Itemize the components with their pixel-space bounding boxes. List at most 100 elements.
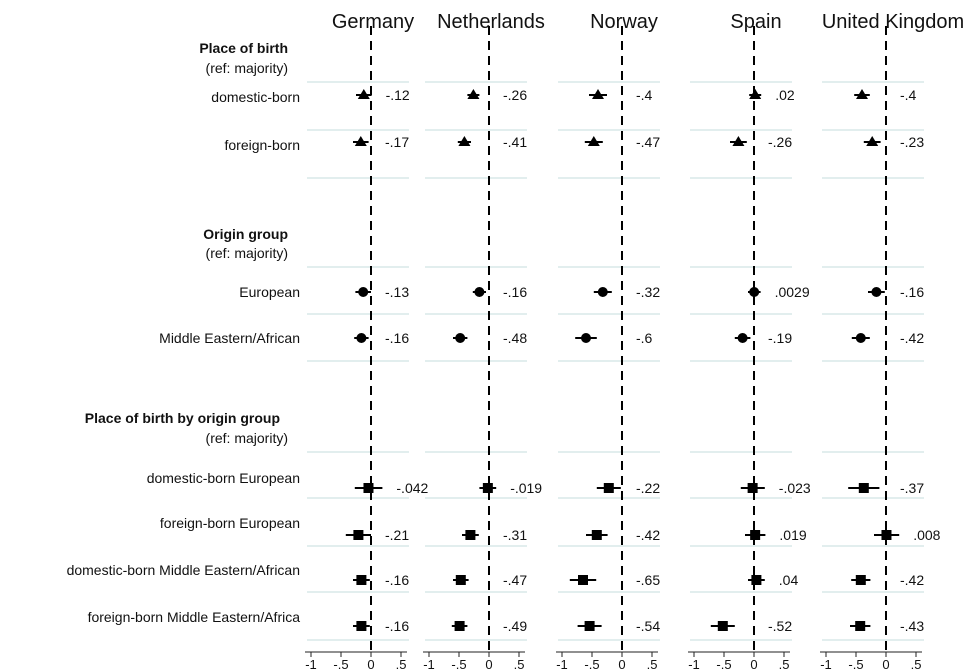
row-label: foreign-born Middle Eastern/Africa: [88, 609, 301, 625]
point-estimate-circle: [474, 287, 485, 297]
panel-title: Netherlands: [437, 11, 545, 33]
value-label: -.023: [779, 480, 811, 496]
point-estimate-circle: [597, 287, 608, 297]
row-label: foreign-born: [225, 137, 301, 153]
value-label: .02: [775, 87, 795, 103]
value-label: -.26: [503, 87, 527, 103]
panel-title: Norway: [590, 11, 658, 33]
value-label: -.37: [900, 480, 924, 496]
x-tick-label: -1: [305, 657, 317, 671]
section-title: Origin group: [203, 226, 288, 242]
value-label: -.21: [385, 527, 409, 543]
value-label: -.12: [386, 87, 410, 103]
row-label: Middle Eastern/African: [159, 330, 300, 346]
value-label: -.42: [900, 330, 924, 346]
point-estimate-triangle: [732, 136, 745, 146]
point-estimate-triangle: [866, 136, 879, 146]
point-estimate-square: [584, 621, 595, 631]
x-tick-label: 0: [485, 657, 492, 671]
point-estimate-square: [353, 530, 364, 540]
point-estimate-triangle: [587, 136, 600, 146]
value-label: .008: [913, 527, 940, 543]
value-label: -.31: [503, 527, 527, 543]
value-label: -.042: [396, 480, 428, 496]
point-estimate-square: [482, 483, 493, 493]
point-estimate-circle: [871, 287, 882, 297]
point-estimate-square: [455, 575, 466, 585]
x-tick-label: -.5: [451, 657, 466, 671]
x-tick-label: -.5: [848, 657, 863, 671]
x-tick-label: .5: [647, 657, 658, 671]
x-tick-label: 0: [882, 657, 889, 671]
panel-frames: Germany -1 -.5 0 .5 Netherlands -1 -.5 0 .5 Norway…: [305, 11, 964, 671]
panel-title: Spain: [730, 11, 781, 33]
point-estimate-square: [881, 530, 892, 540]
value-label: -.47: [503, 572, 527, 588]
x-tick-label: 0: [618, 657, 625, 671]
point-estimate-square: [855, 621, 866, 631]
point-estimate-circle: [581, 333, 591, 343]
grid-layer: [307, 81, 924, 641]
value-label: -.16: [385, 618, 409, 634]
x-tick-label: .5: [396, 657, 407, 671]
section-headers: Place of birth (ref: majority) Origin grou…: [85, 40, 288, 446]
value-label: -.16: [385, 330, 409, 346]
point-estimate-triangle: [458, 136, 471, 146]
row-labels: domestic-born foreign-born European Middle …: [67, 89, 301, 625]
value-label: -.23: [900, 134, 924, 150]
section-subtitle: (ref: majority): [206, 60, 288, 76]
value-label: -.52: [768, 618, 792, 634]
x-tick-label: -.5: [333, 657, 348, 671]
value-label: -.32: [636, 284, 660, 300]
value-label: -.22: [636, 480, 660, 496]
value-label: .0029: [775, 284, 810, 300]
x-tick-label: -1: [423, 657, 435, 671]
x-tick-label: -1: [820, 657, 832, 671]
value-label: -.16: [385, 572, 409, 588]
section-title: Place of birth by origin group: [85, 410, 280, 426]
value-label: -.17: [385, 134, 409, 150]
value-label: -.48: [503, 330, 527, 346]
value-label: -.41: [503, 134, 527, 150]
x-tick-label: 0: [750, 657, 757, 671]
section-subtitle: (ref: majority): [206, 430, 288, 446]
point-estimate-triangle: [467, 89, 480, 99]
value-label: .04: [779, 572, 799, 588]
row-label: domestic-born European: [147, 470, 300, 486]
x-tick-label: 0: [367, 657, 374, 671]
value-label: -.019: [510, 480, 542, 496]
x-tick-label: .5: [779, 657, 790, 671]
value-label: -.4: [636, 87, 653, 103]
panel-title: Germany: [332, 11, 414, 33]
value-label: -.19: [768, 330, 792, 346]
point-estimate-square: [603, 483, 614, 493]
point-estimate-circle: [358, 287, 369, 297]
value-label: -.6: [636, 330, 653, 346]
value-label: .019: [779, 527, 806, 543]
value-label: -.16: [900, 284, 924, 300]
point-estimate-triangle: [749, 89, 762, 99]
value-label: -.4: [900, 87, 917, 103]
point-estimate-square: [356, 575, 367, 585]
value-label: -.47: [636, 134, 660, 150]
x-tick-label: -1: [556, 657, 568, 671]
point-estimate-circle: [356, 333, 367, 343]
point-estimate-triangle: [856, 89, 868, 99]
point-estimate-square: [855, 575, 866, 585]
panel-title: United Kingdom: [822, 11, 964, 33]
point-estimate-square: [356, 621, 367, 631]
value-label: -.16: [503, 284, 527, 300]
point-estimate-triangle: [354, 136, 367, 146]
chart-marks: -.12 -.26 -.4 .02 -.4 -.17 -.41 -.47 -.26 -.23 -.1…: [345, 87, 941, 634]
point-estimate-square: [858, 483, 869, 493]
x-tick-label: -.5: [584, 657, 599, 671]
point-estimate-square: [751, 575, 762, 585]
row-label: European: [239, 284, 300, 300]
point-estimate-square: [747, 483, 758, 493]
row-label: domestic-born Middle Eastern/African: [67, 562, 300, 578]
point-estimate-triangle: [592, 89, 604, 99]
point-estimate-square: [717, 621, 728, 631]
value-label: -.42: [636, 527, 660, 543]
point-estimate-circle: [855, 333, 866, 343]
